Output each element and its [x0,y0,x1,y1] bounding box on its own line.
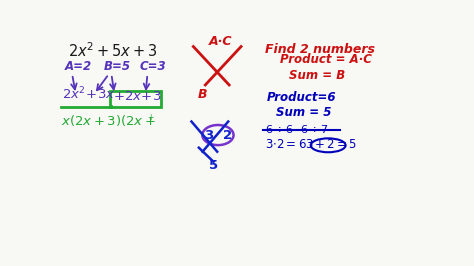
Text: 2: 2 [223,128,232,142]
Text: A·C: A·C [209,35,233,48]
Text: B=5: B=5 [103,60,130,73]
Text: Product = A·C: Product = A·C [280,53,372,66]
Text: $6\div 6$: $6\div 6$ [265,123,294,135]
Text: 3: 3 [204,128,214,142]
Text: $2x^2\!+\!3x$: $2x^2\!+\!3x$ [62,86,116,103]
Text: Sum = 5: Sum = 5 [276,106,331,119]
Text: $(2x+$: $(2x+$ [120,113,155,128]
Text: $2x^2 + 5x + 3$: $2x^2 + 5x + 3$ [68,41,158,60]
Text: A=2: A=2 [65,60,92,73]
Text: $+2x\!+\!3$: $+2x\!+\!3$ [112,90,161,103]
Text: $3+2=5$: $3+2=5$ [305,138,357,151]
Text: $3{\cdot}2=6$: $3{\cdot}2=6$ [265,138,307,151]
Text: $^+$: $^+$ [146,114,155,123]
Text: C=3: C=3 [140,60,167,73]
Text: Sum = B: Sum = B [289,69,345,82]
Text: Find 2 numbers: Find 2 numbers [265,43,375,56]
Text: 5: 5 [209,159,218,172]
Text: $6\div 7$: $6\div 7$ [300,123,329,135]
Text: Product=6: Product=6 [267,92,336,105]
Text: $x(2x+3)$: $x(2x+3)$ [61,113,121,128]
Text: B: B [198,88,207,101]
